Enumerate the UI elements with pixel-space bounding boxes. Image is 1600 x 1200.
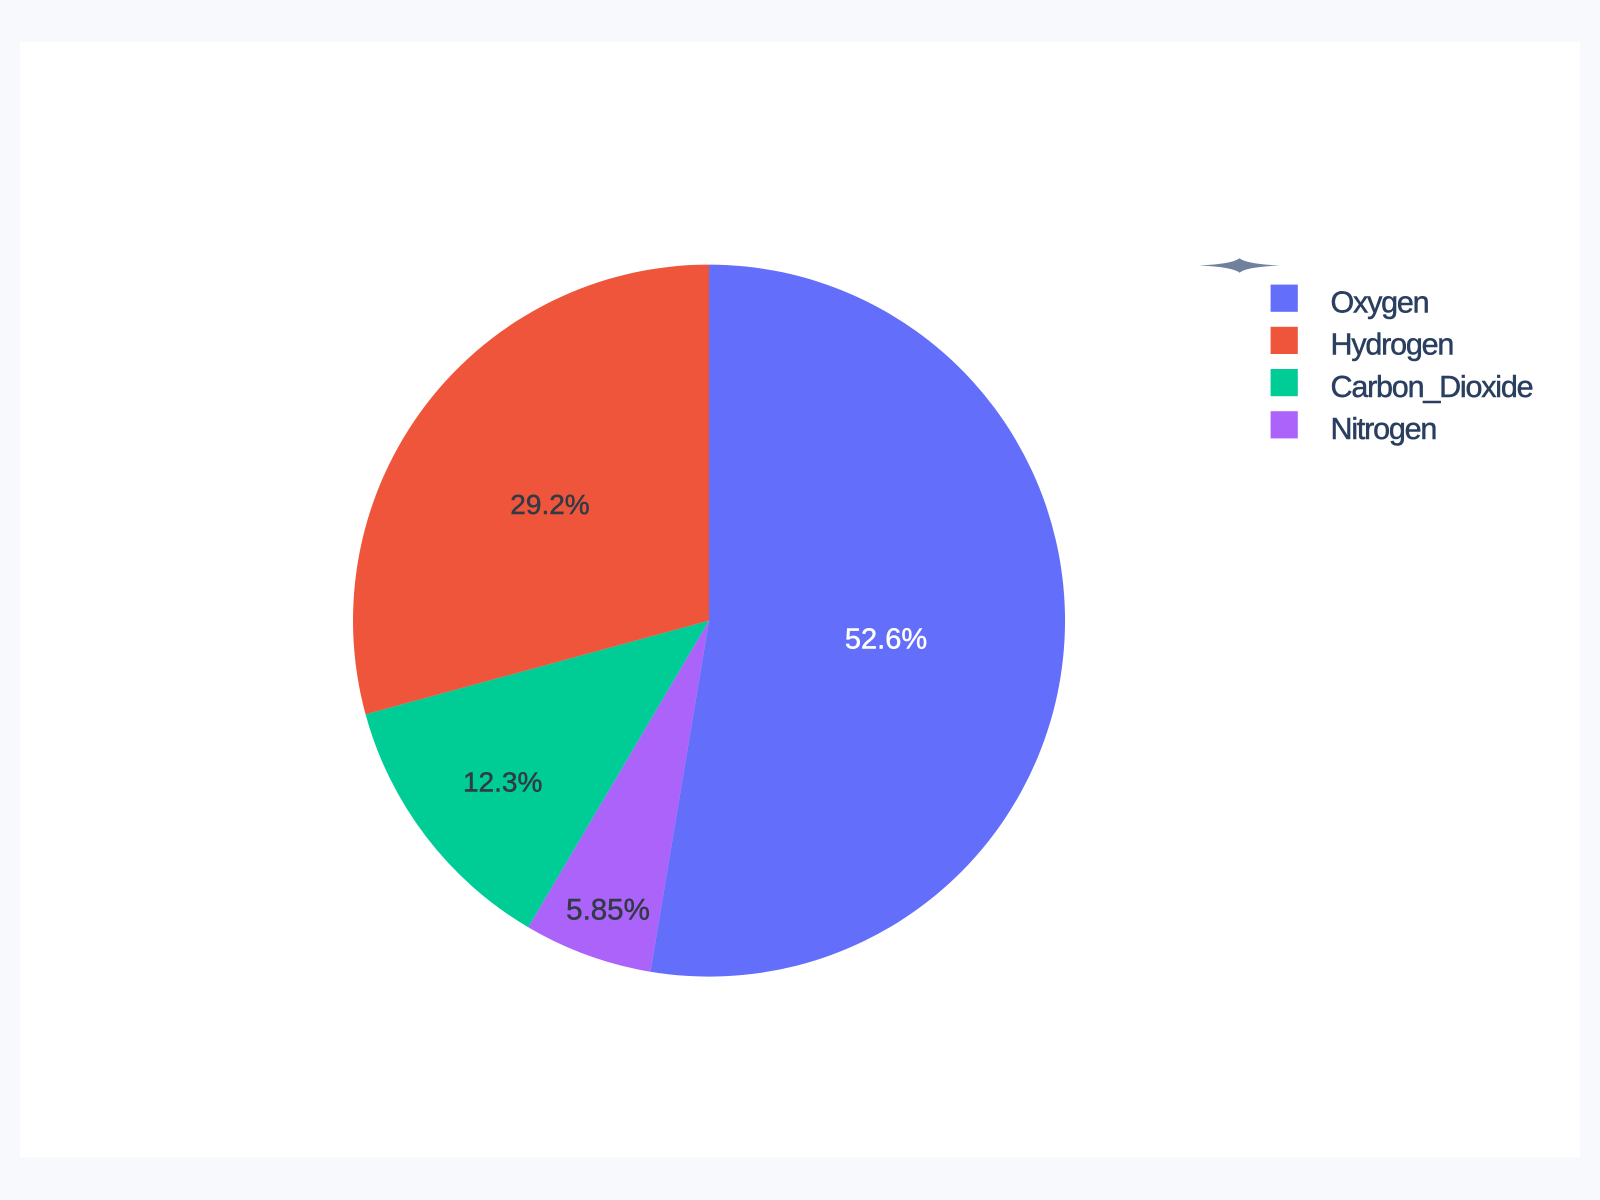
svg-text:Nitrogen: Nitrogen <box>1331 412 1437 446</box>
svg-text:29.2%: 29.2% <box>510 489 589 520</box>
svg-text:Oxygen: Oxygen <box>1331 286 1429 320</box>
svg-text:Hydrogen: Hydrogen <box>1331 328 1454 362</box>
svg-text:5.85%: 5.85% <box>566 893 650 926</box>
svg-text:Carbon_Dioxide: Carbon_Dioxide <box>1331 370 1533 404</box>
svg-text:12.3%: 12.3% <box>463 766 542 797</box>
svg-text:52.6%: 52.6% <box>845 623 927 655</box>
